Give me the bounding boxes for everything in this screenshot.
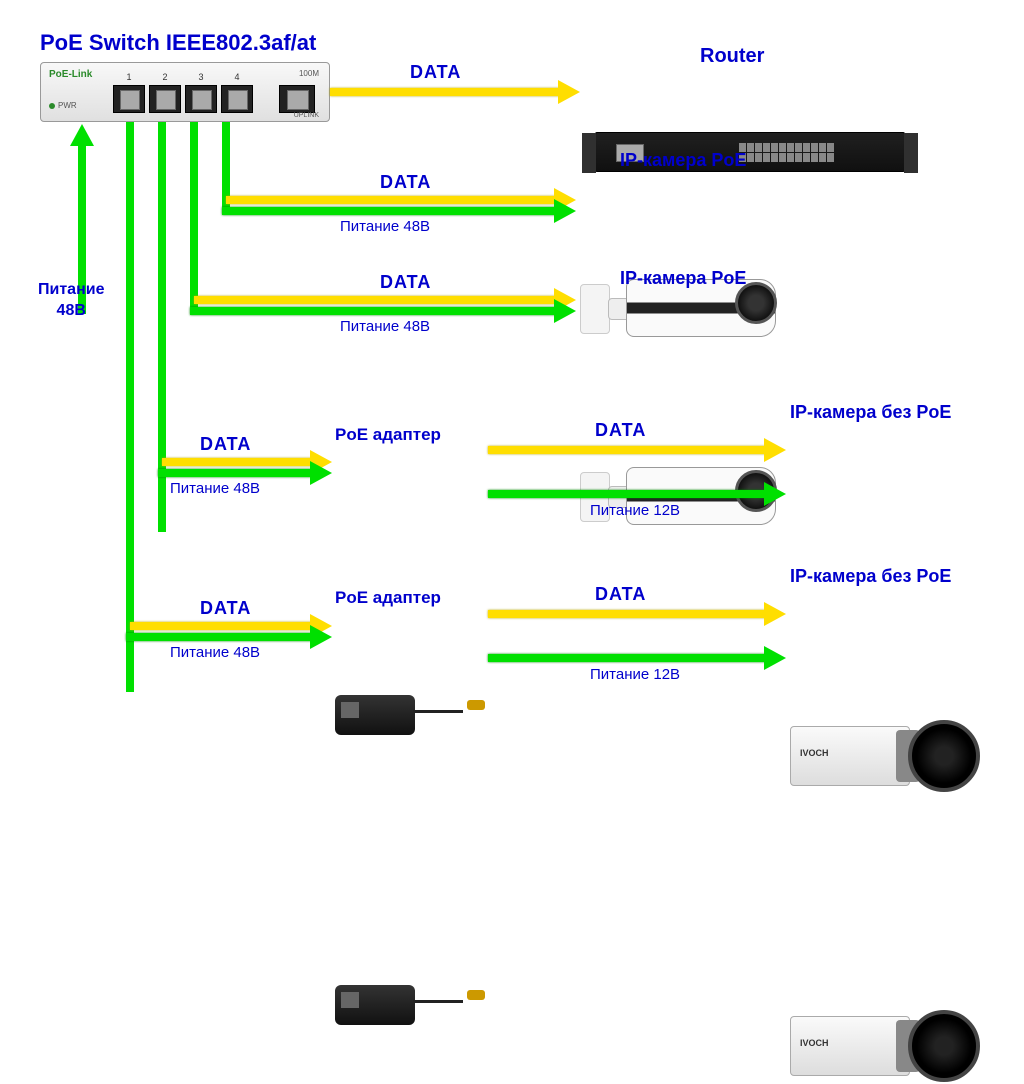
arrow-data-adapter1	[162, 458, 312, 466]
data-label-boxcam2: DATA	[595, 584, 646, 605]
power-label-cam1: Питание 48В	[340, 218, 430, 235]
arrow-data-boxcam1	[488, 446, 766, 454]
arrow-data-adapter2	[130, 622, 312, 630]
port1-vert	[222, 122, 230, 207]
port4-vert	[126, 122, 134, 692]
arrowhead-power-input	[70, 124, 94, 146]
switch-pwr-led: PWR	[49, 101, 77, 110]
arrowhead-power-adapter1	[310, 461, 332, 485]
switch-port-2	[149, 85, 181, 113]
arrowhead-power-cam1	[554, 199, 576, 223]
arrow-power-adapter2	[126, 633, 312, 641]
power-label-cam2: Питание 48В	[340, 318, 430, 335]
switch-uplink-label: UPLINK	[294, 112, 319, 119]
cam-logo-2: IVOCH	[800, 1038, 829, 1048]
power-input-label: Питание 48В	[38, 280, 104, 322]
poe-adapter-1-label: PoE адаптер	[335, 425, 441, 445]
cam-nopoe-1-label: IP-камера без PoE	[790, 402, 951, 423]
arrow-power-cam1	[222, 207, 556, 215]
port2-vert	[190, 122, 198, 307]
switch-port-1	[113, 85, 145, 113]
power-label-adapter2: Питание 48В	[170, 644, 260, 661]
arrow-power-boxcam1	[488, 490, 766, 498]
switch-port-3	[185, 85, 217, 113]
power-label-adapter1: Питание 48В	[170, 480, 260, 497]
data-label-router: DATA	[410, 62, 461, 83]
cam-nopoe-2-label: IP-камера без PoE	[790, 566, 951, 587]
switch-uplink-port	[279, 85, 315, 113]
arrow-power-cam2	[190, 307, 556, 315]
arrow-data-to-router	[330, 88, 560, 96]
ip-camera-nopoe-2: IVOCH	[790, 1008, 980, 1084]
cam-logo: IVOCH	[800, 748, 829, 758]
arrowhead-power-boxcam2	[764, 646, 786, 670]
arrow-data-cam2	[194, 296, 556, 304]
data-label-adapter1: DATA	[200, 434, 251, 455]
switch-100m-label: 100M	[299, 69, 319, 78]
arrowhead-data-boxcam2	[764, 602, 786, 626]
switch-brand-label: PoE-Link	[49, 69, 92, 80]
power-label-boxcam2: Питание 12В	[590, 666, 680, 683]
data-label-boxcam1: DATA	[595, 420, 646, 441]
cam-poe-2-label: IP-камера PoE	[620, 268, 746, 289]
arrowhead-power-adapter2	[310, 625, 332, 649]
poe-adapter-1	[335, 690, 485, 740]
switch-title: PoE Switch IEEE802.3af/at	[40, 30, 316, 56]
switch-port-4	[221, 85, 253, 113]
data-label-cam1: DATA	[380, 172, 431, 193]
arrowhead-data-to-router	[558, 80, 580, 104]
data-label-adapter2: DATA	[200, 598, 251, 619]
cam-poe-1-label: IP-камера PoE	[620, 150, 746, 171]
router-label: Router	[700, 45, 764, 68]
arrowhead-data-boxcam1	[764, 438, 786, 462]
poe-adapter-2-label: PoE адаптер	[335, 588, 441, 608]
arrowhead-power-cam2	[554, 299, 576, 323]
poe-adapter-2	[335, 980, 485, 1030]
ip-camera-nopoe-1: IVOCH	[790, 718, 980, 794]
arrow-power-boxcam2	[488, 654, 766, 662]
data-label-cam2: DATA	[380, 272, 431, 293]
poe-switch: PoE-Link PWR 100M UPLINK	[40, 62, 330, 122]
arrow-power-adapter1	[158, 469, 312, 477]
arrowhead-power-boxcam1	[764, 482, 786, 506]
switch-poe-ports	[113, 85, 253, 113]
arrow-data-boxcam2	[488, 610, 766, 618]
arrow-data-cam1	[226, 196, 556, 204]
power-label-boxcam1: Питание 12В	[590, 502, 680, 519]
